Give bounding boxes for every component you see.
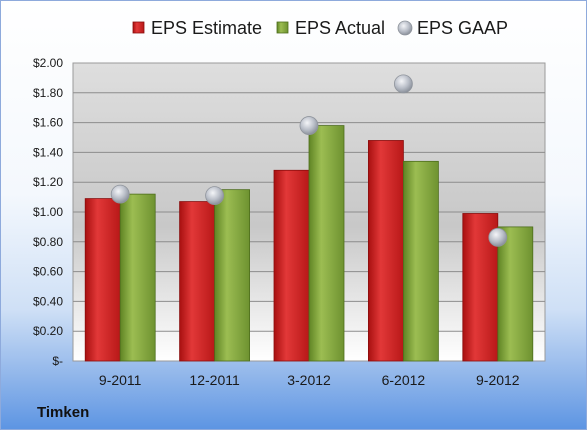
y-tick-label: $- (52, 354, 63, 368)
x-axis: 9-2011 12-2011 3-2012 6-2012 9-2012 (99, 372, 520, 388)
bar-eps-estimate (84, 198, 121, 362)
marker-eps-gaap (205, 186, 225, 206)
bar-eps-actual (497, 226, 534, 362)
gaap-markers (110, 74, 508, 247)
legend-swatch (397, 20, 413, 36)
bar-eps-actual (402, 160, 439, 362)
y-tick-label: $2.00 (33, 56, 63, 70)
y-tick-label: $1.60 (33, 116, 63, 130)
x-tick-label: 6-2012 (382, 372, 426, 388)
marker-eps-gaap (488, 227, 508, 247)
y-axis: $- $0.20 $0.40 $0.60 $0.80 $1.00 $1.20 $1.40 $1.… (33, 56, 63, 368)
bar-eps-estimate (273, 169, 310, 362)
marker-eps-gaap (299, 116, 319, 135)
y-tick-label: $0.40 (33, 294, 63, 308)
x-tick-label: 9-2011 (99, 372, 142, 388)
legend-label: EPS GAAP (417, 18, 508, 38)
y-tick-label: $1.40 (33, 145, 63, 159)
bar-eps-estimate (367, 140, 404, 362)
marker-eps-gaap (393, 74, 413, 94)
bars (84, 125, 534, 362)
bar-eps-actual (214, 189, 251, 362)
x-tick-label: 3-2012 (287, 372, 331, 388)
y-tick-label: $1.80 (33, 86, 63, 100)
bar-eps-estimate (179, 201, 216, 362)
bar-eps-actual (119, 193, 156, 362)
y-tick-label: $1.00 (33, 205, 63, 219)
company-name: Timken (37, 404, 89, 421)
legend-label: EPS Actual (295, 18, 385, 38)
x-tick-label: 12-2011 (189, 372, 240, 388)
y-tick-label: $1.20 (33, 175, 63, 189)
legend-swatch (276, 21, 289, 34)
legend-swatch (132, 21, 145, 34)
x-tick-label: 9-2012 (476, 372, 520, 388)
legend-label: EPS Estimate (151, 18, 262, 38)
y-tick-label: $0.20 (33, 324, 63, 338)
y-tick-label: $0.80 (33, 235, 63, 249)
bar-eps-actual (308, 125, 345, 362)
marker-eps-gaap (110, 184, 130, 204)
legend: EPS Estimate EPS Actual EPS GAAP (132, 18, 508, 38)
y-tick-label: $0.60 (33, 265, 63, 279)
